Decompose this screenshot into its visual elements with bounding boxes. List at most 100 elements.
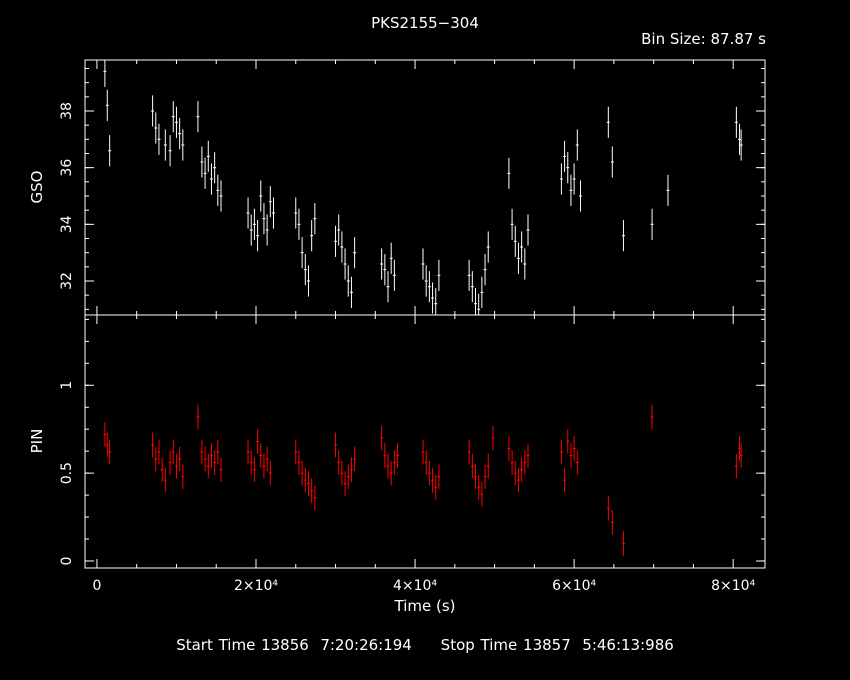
gso-data-point [353,237,357,269]
gso-data-point [294,197,298,229]
gso-data-point [513,225,517,257]
gso-data-point [300,237,304,269]
pin-data-point [178,446,182,472]
pin-data-point [249,450,253,475]
pin-data-point [569,443,573,468]
gso-data-point [386,271,390,303]
gso-data-point [168,135,172,167]
gso-data-point [431,282,435,314]
gso-data-point [246,197,250,229]
pin-data-point [105,432,109,458]
pin-data-point [421,439,425,465]
gso-data-point [520,231,524,263]
pin-data-point [108,439,112,465]
gso-data-point [216,174,220,206]
pin-data-point [297,450,301,475]
gso-axis-label: GSO [28,170,46,204]
gso-data-point [392,259,396,291]
time-range-footer: Start Time 13856 7:20:26:194 Stop Time 1… [176,636,674,654]
gso-data-point [606,106,610,138]
pin-data-point [346,464,350,489]
pin-data-point [103,422,107,447]
gso-data-point [174,106,178,138]
pin-data-point [353,446,357,472]
pin-ytick-label: 0.5 [59,462,75,484]
gso-data-point [572,163,576,195]
gso-data-point [268,186,272,218]
pin-data-point [213,450,217,475]
gso-data-point [306,265,310,297]
pin-data-point [477,474,481,500]
gso-data-point [219,180,223,212]
pin-data-point [349,457,353,482]
pin-data-point [313,485,317,511]
x-tick-label: 6×10⁴ [552,578,596,594]
gso-data-point [346,265,350,297]
pin-data-point [621,531,625,556]
pin-data-point [392,450,396,475]
gso-data-point [427,271,431,303]
gso-data-point [108,135,112,167]
pin-data-point [200,439,204,465]
pin-data-point [343,471,347,496]
pin-data-point [474,464,478,489]
gso-data-point [566,152,570,184]
bin-size-label: Bin Size: 87.87 s [641,30,766,48]
gso-data-point [181,129,185,161]
gso-data-point [271,197,275,229]
pin-data-point [516,467,520,493]
pin-data-point [154,446,158,472]
gso-data-point [340,231,344,263]
gso-data-point [569,174,573,206]
pin-data-point [491,425,495,451]
pin-data-point [151,432,155,458]
pin-data-point [486,453,490,479]
pin-data-point [303,467,307,493]
gso-data-point [467,259,471,291]
pin-data-point [427,460,431,486]
pin-data-point [268,460,272,486]
gso-data-point [516,242,520,274]
gso-data-point [171,101,175,133]
pin-data-point [203,446,207,472]
pin-data-point [738,436,742,461]
pin-data-point [386,453,390,479]
gso-ytick-label: 34 [59,215,75,233]
gso-data-point [103,60,107,87]
pin-data-point [513,460,517,486]
pin-data-point [572,436,576,461]
pin-data-point [246,439,250,465]
pin-data-point [434,474,438,500]
pin-data-point [467,439,471,465]
pin-data-point [610,510,614,535]
gso-data-point [200,146,204,178]
pin-data-point [219,457,223,482]
pin-data-point [383,443,387,468]
gso-data-point [209,163,213,195]
gso-data-point [265,214,269,246]
pin-data-point [310,478,314,503]
pin-data-point [334,432,338,458]
gso-data-point [507,157,511,189]
pin-data-point [163,467,167,493]
pin-data-point [559,439,563,465]
gso-data-point [575,129,579,161]
x-tick-label: 8×10⁴ [711,578,755,594]
pin-data-point [168,450,172,475]
pin-data-point [650,404,654,430]
gso-data-point [206,140,210,172]
pin-data-point [262,453,266,479]
pin-data-point [380,425,384,451]
pin-axis-label: PIN [28,428,46,454]
gso-data-point [213,152,217,184]
pin-data-point [526,443,530,468]
gso-data-point [349,276,353,308]
pin-data-point [216,439,220,465]
x-axis-label: Time (s) [394,597,456,615]
gso-data-point [303,254,307,286]
gso-data-point [337,214,341,246]
gso-data-point [249,214,253,246]
gso-data-point [334,225,338,257]
chart-title: PKS2155−304 [371,14,479,32]
